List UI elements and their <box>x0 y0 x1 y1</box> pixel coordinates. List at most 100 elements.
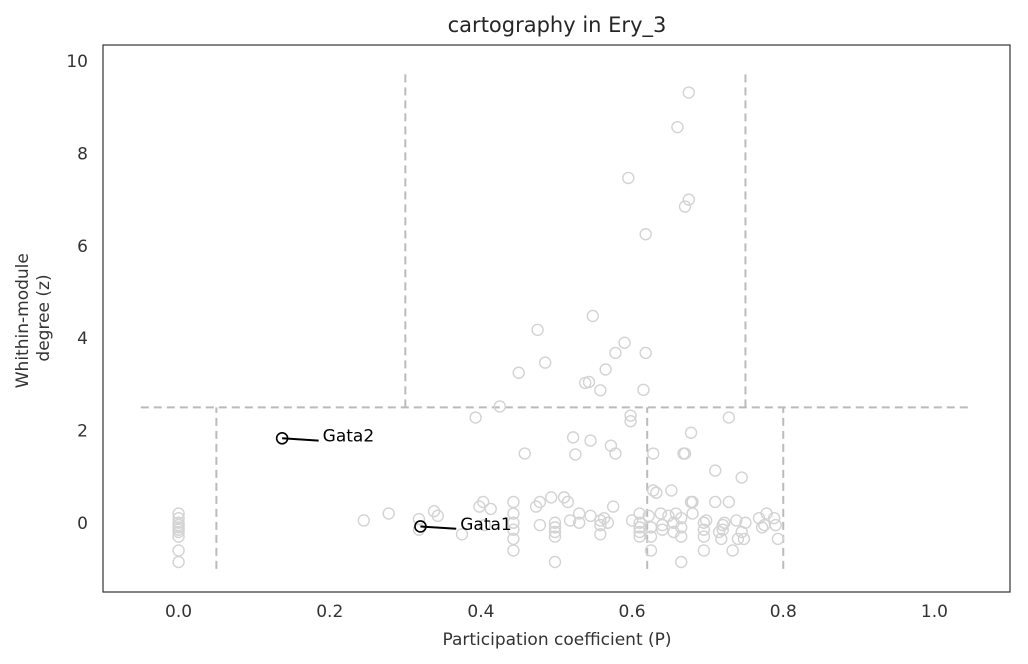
data-point <box>561 495 575 509</box>
data-point <box>686 507 699 520</box>
y-axis-label-line-2: degree (z) <box>34 274 54 361</box>
data-point <box>548 555 562 569</box>
data-point <box>566 431 580 444</box>
data-point <box>697 530 711 543</box>
data-point <box>633 516 646 529</box>
chart-title: cartography in Ery_3 <box>448 13 667 38</box>
data-point <box>644 544 658 557</box>
data-point <box>533 518 547 532</box>
data-point <box>730 514 743 527</box>
annotation-arrow-gata2 <box>282 437 319 442</box>
data-point <box>545 491 558 504</box>
data-point <box>569 448 582 461</box>
data-point <box>606 500 620 513</box>
data-point <box>582 375 596 389</box>
data-point <box>572 507 586 520</box>
data-point <box>599 363 612 376</box>
data-point <box>584 434 597 447</box>
data-point <box>507 507 520 520</box>
data-point <box>548 530 562 543</box>
data-point <box>431 509 445 523</box>
data-point <box>731 532 745 546</box>
x-tick-label: 0.0 <box>165 602 192 622</box>
data-point <box>584 509 597 523</box>
y-axis-label-line-1: Whithin-module <box>13 253 33 388</box>
y-axis-ticks: 0 2 4 6 8 10 <box>66 52 88 534</box>
data-point <box>624 415 637 428</box>
data-point <box>675 521 688 534</box>
data-point <box>675 530 688 543</box>
data-point <box>538 356 552 369</box>
data-point <box>644 530 658 543</box>
data-point <box>656 523 669 536</box>
data-point <box>357 514 370 527</box>
data-point <box>633 507 646 520</box>
data-point <box>718 516 731 529</box>
y-tick-label: 6 <box>77 237 88 257</box>
data-points <box>172 86 785 569</box>
data-point <box>172 525 185 539</box>
data-point <box>625 514 639 527</box>
y-tick-label: 10 <box>66 52 88 72</box>
data-point <box>639 346 652 360</box>
data-point <box>518 447 531 460</box>
y-tick-label: 4 <box>77 329 88 349</box>
data-point <box>618 336 631 349</box>
x-tick-label: 0.6 <box>619 602 646 622</box>
data-point <box>755 521 769 534</box>
data-point <box>637 383 650 397</box>
data-point <box>572 516 586 529</box>
data-point <box>682 193 695 206</box>
y-tick-label: 2 <box>77 421 88 441</box>
data-point <box>507 516 520 529</box>
data-point <box>675 511 688 525</box>
data-point <box>609 346 622 360</box>
data-point <box>769 518 782 532</box>
highlighted-genes: Gata2 Gata1 <box>275 427 512 535</box>
data-point <box>478 518 491 532</box>
x-axis-ticks: 0.0 0.2 0.4 0.6 0.8 1.0 <box>165 602 948 622</box>
y-axis-label: Whithin-module degree (z) <box>13 248 54 389</box>
data-point <box>722 411 736 424</box>
data-point <box>716 518 729 532</box>
data-point <box>548 521 562 534</box>
data-point <box>455 528 469 541</box>
data-point <box>647 484 660 497</box>
plot-frame <box>102 44 1011 593</box>
data-point <box>737 532 751 546</box>
data-point <box>715 532 728 546</box>
data-point <box>647 447 660 460</box>
data-point <box>735 471 748 484</box>
data-point <box>682 86 695 99</box>
data-point <box>767 511 781 525</box>
data-point <box>172 555 185 569</box>
data-point <box>654 507 668 520</box>
data-point <box>533 495 547 509</box>
data-point <box>594 518 607 532</box>
data-point <box>633 525 646 539</box>
y-tick-label: 0 <box>77 514 88 534</box>
data-point <box>709 495 722 509</box>
data-point <box>382 507 395 520</box>
data-point <box>656 518 669 532</box>
x-tick-label: 0.4 <box>467 602 494 622</box>
data-point <box>469 411 482 424</box>
y-tick-label: 8 <box>77 144 88 164</box>
data-point <box>609 447 622 460</box>
data-point <box>512 366 525 379</box>
annotation-arrow-gata1 <box>420 525 457 530</box>
data-point <box>678 447 692 460</box>
data-point <box>709 464 722 477</box>
data-point <box>548 516 562 529</box>
data-point <box>507 523 520 536</box>
data-point <box>650 486 663 499</box>
data-point <box>675 555 688 569</box>
data-point <box>697 516 711 529</box>
data-point <box>697 544 711 557</box>
data-point <box>678 200 692 213</box>
data-point <box>507 495 520 509</box>
data-point <box>684 426 698 439</box>
x-tick-label: 1.0 <box>921 602 948 622</box>
data-point <box>594 384 607 397</box>
